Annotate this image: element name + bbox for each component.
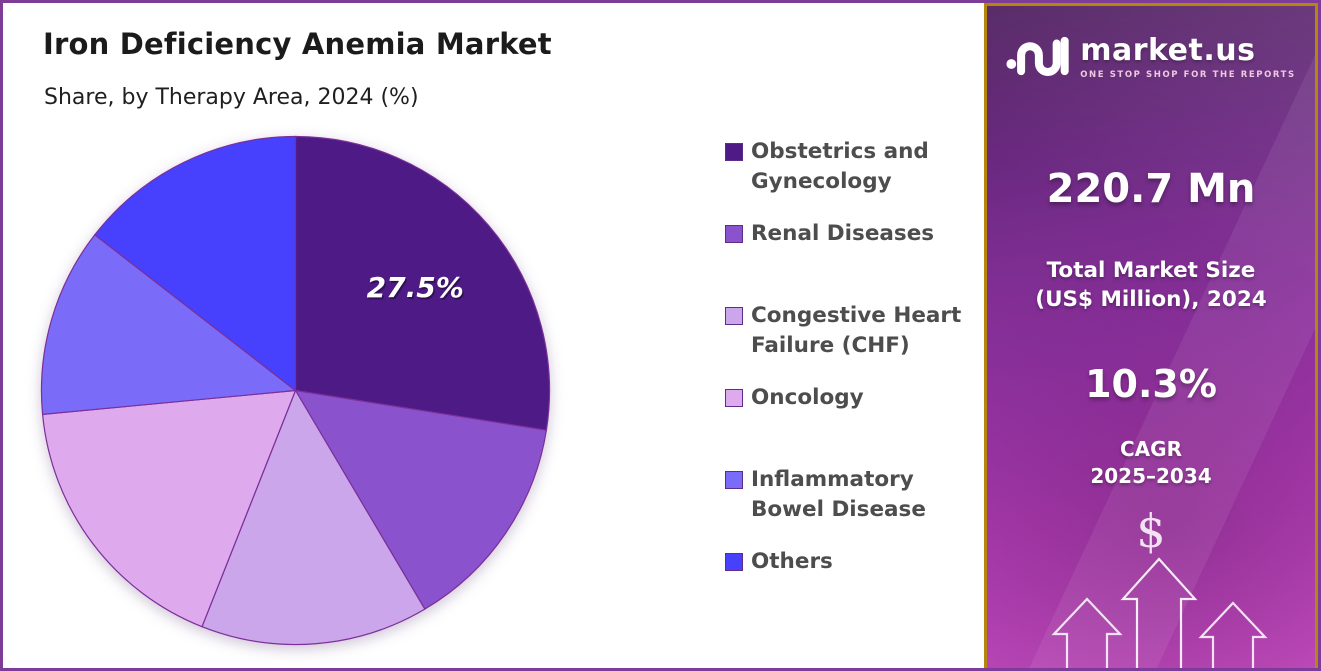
chart-subtitle: Share, by Therapy Area, 2024 (%) [44,85,419,110]
market-us-logo-icon [1006,36,1069,76]
brand-sidebar: market.us ONE STOP SHOP FOR THE REPORTS … [984,3,1318,668]
total-market-size-caption: Total Market Size (US$ Million), 2024 [987,256,1315,314]
legend-swatch-icon [725,307,743,325]
legend-label-line2: Bowel Disease [751,497,926,522]
brand-tagline: ONE STOP SHOP FOR THE REPORTS [1080,69,1296,80]
pie-slice: Obstetrics and Gynecology: 27.5% [294,135,551,431]
cagr-label-line1: CAGR [1120,437,1182,461]
legend-label-line2: Gynecology [751,169,892,194]
page-title: Iron Deficiency Anemia Market [43,27,552,61]
legend-swatch-icon [725,471,743,489]
legend-label: Others [751,549,833,574]
legend-swatch-icon [725,225,743,243]
total-market-size-value: 220.7 Mn [1046,166,1256,212]
pie-chart: Obstetrics and Gynecology: 27.5%27.5%27.… [33,128,558,653]
caption-line2: (US$ Million), 2024 [1035,287,1267,313]
legend-item-renal-diseases: Renal Diseases [725,219,975,301]
pie-slice: Others: 14.5% [93,135,297,392]
dollar-icon: $ [1136,504,1166,558]
brand-name: market.us [1080,32,1256,68]
legend-swatch-icon [725,553,743,571]
legend-label: Renal Diseases [751,221,935,246]
legend-label: Inflammatory [751,467,914,492]
caption-line1: Total Market Size [1046,258,1256,283]
brand-logo: market.us ONE STOP SHOP FOR THE REPORTS [987,28,1315,84]
growth-arrows-icon [1051,557,1268,668]
legend-swatch-icon [725,389,743,407]
legend-item-obstetrics-gynecology: Obstetrics and Gynecology [725,137,975,219]
legend-item-inflammatory-bowel-disease: Inflammatory Bowel Disease [725,465,975,547]
cagr-label: CAGR 2025–2034 [987,436,1315,490]
pie-chart-svg: Obstetrics and Gynecology: 27.5%27.5%27.… [40,135,551,646]
chart-legend: Obstetrics and Gynecology Renal Diseases … [725,137,975,629]
legend-item-congestive-heart-failure: Congestive Heart Failure (CHF) [725,301,975,383]
cagr-period: 2025–2034 [1090,464,1212,488]
pie-slice: Oncology: 17.5% [41,389,297,628]
pie-slice: Inflammatory Bowel Disease: 12% [40,233,298,416]
legend-item-oncology: Oncology [725,383,975,465]
pie-slice-label: 27.5% [367,271,464,304]
cagr-value: 10.3% [1085,362,1217,406]
pie-slice: Renal Diseases: 14% [294,389,548,610]
pie-slice: Congestive Heart Failure (CHF): 14.5% [201,389,426,646]
legend-label-line2: Failure (CHF) [751,333,910,358]
pie-label-shadow: 27.5% [368,273,465,306]
legend-label: Obstetrics and [751,139,929,164]
chart-area: Iron Deficiency Anemia Market Share, by … [3,3,990,668]
legend-item-others: Others [725,547,975,629]
legend-label: Oncology [751,385,864,410]
legend-swatch-icon [725,143,743,161]
legend-label: Congestive Heart [751,303,962,328]
